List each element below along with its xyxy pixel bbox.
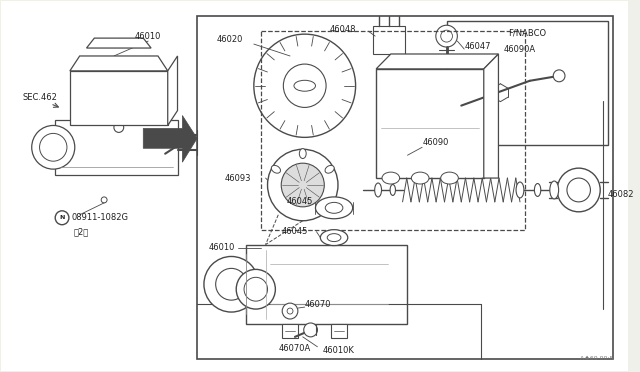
Text: 46010: 46010 (135, 32, 161, 41)
Text: 46020: 46020 (217, 35, 243, 44)
Polygon shape (143, 116, 197, 162)
Polygon shape (70, 71, 168, 125)
Circle shape (101, 197, 107, 203)
Circle shape (567, 178, 591, 202)
Ellipse shape (294, 80, 316, 91)
Circle shape (287, 308, 293, 314)
Ellipse shape (441, 172, 458, 184)
Ellipse shape (316, 197, 353, 219)
Text: 46010K: 46010K (323, 346, 355, 355)
Circle shape (236, 269, 275, 309)
Ellipse shape (325, 166, 334, 173)
Text: 46070: 46070 (305, 299, 332, 309)
Bar (260, 31, 525, 230)
Ellipse shape (374, 183, 381, 197)
Text: 46045: 46045 (287, 198, 314, 206)
Ellipse shape (382, 172, 399, 184)
Circle shape (216, 268, 247, 300)
Text: 46048: 46048 (329, 25, 356, 34)
Text: 08911-1082G: 08911-1082G (72, 213, 129, 222)
Circle shape (114, 122, 124, 132)
Text: 46070A: 46070A (278, 344, 310, 353)
Bar (246, 244, 408, 324)
Text: SEC.462: SEC.462 (23, 93, 58, 102)
Circle shape (436, 25, 458, 47)
Text: N: N (60, 215, 65, 220)
Text: 〈2〉: 〈2〉 (74, 227, 89, 236)
Polygon shape (70, 56, 168, 71)
Polygon shape (484, 54, 499, 178)
Polygon shape (168, 56, 177, 125)
Text: 46045: 46045 (281, 227, 308, 236)
Circle shape (553, 70, 565, 82)
Text: 46090A: 46090A (504, 45, 536, 54)
Text: 46093: 46093 (225, 174, 251, 183)
Text: 46010: 46010 (209, 243, 236, 252)
Ellipse shape (516, 182, 524, 198)
Circle shape (204, 256, 259, 312)
Bar (55, 121, 177, 175)
Bar (447, 21, 608, 145)
Ellipse shape (271, 166, 280, 173)
Ellipse shape (534, 183, 541, 196)
Bar (197, 16, 613, 359)
Ellipse shape (390, 185, 396, 195)
Ellipse shape (325, 202, 343, 213)
Circle shape (244, 277, 268, 301)
Bar (331, 324, 347, 338)
Ellipse shape (321, 230, 348, 246)
Polygon shape (86, 38, 151, 48)
Text: 46047: 46047 (464, 42, 491, 51)
Polygon shape (376, 54, 499, 69)
Circle shape (32, 125, 75, 169)
Circle shape (282, 303, 298, 319)
Circle shape (268, 149, 338, 221)
Circle shape (284, 64, 326, 108)
Circle shape (557, 168, 600, 212)
Circle shape (441, 30, 452, 42)
Text: 46090: 46090 (422, 138, 449, 147)
Circle shape (281, 163, 324, 207)
Circle shape (386, 173, 396, 183)
Circle shape (304, 323, 317, 337)
Circle shape (40, 134, 67, 161)
Circle shape (415, 173, 425, 183)
Text: F/NABCO: F/NABCO (508, 29, 546, 38)
Text: A♠60 00:5: A♠60 00:5 (580, 356, 613, 361)
Circle shape (445, 173, 454, 183)
Bar (376, 69, 484, 178)
Circle shape (55, 211, 69, 225)
Bar (282, 324, 298, 338)
Ellipse shape (327, 234, 341, 241)
Bar (373, 26, 404, 54)
Ellipse shape (412, 172, 429, 184)
Text: 46082: 46082 (608, 190, 634, 199)
Ellipse shape (550, 181, 559, 199)
Ellipse shape (300, 148, 306, 158)
Circle shape (254, 34, 356, 137)
